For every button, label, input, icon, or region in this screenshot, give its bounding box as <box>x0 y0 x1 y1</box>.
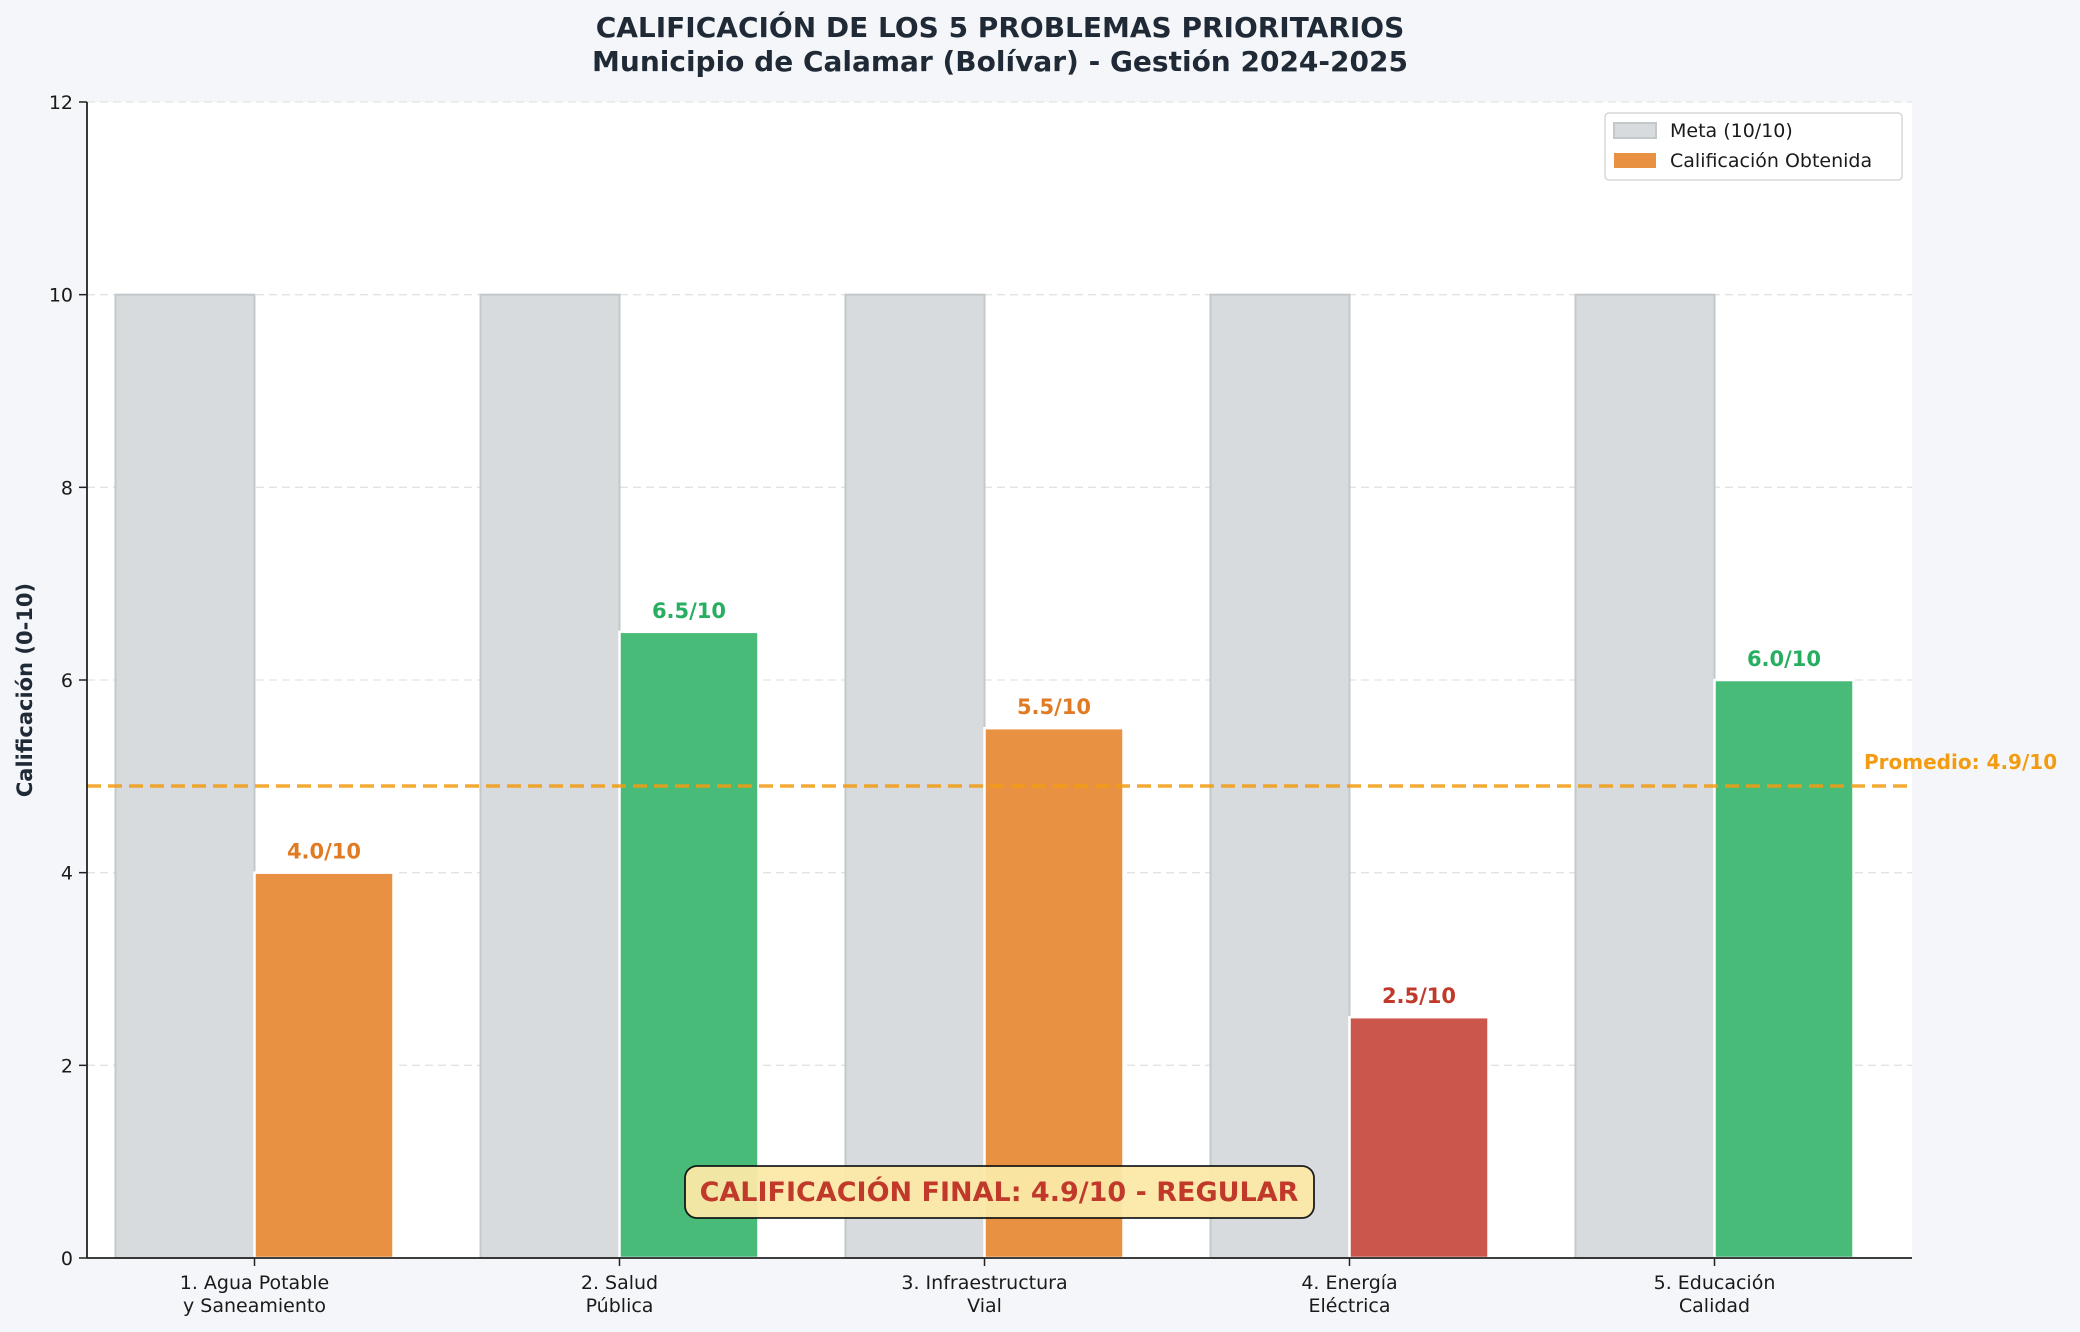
legend-box <box>1604 112 1903 181</box>
y-tick-label: 6 <box>61 670 73 692</box>
y-tick-label: 4 <box>61 863 73 885</box>
y-tick-label: 10 <box>49 285 73 307</box>
chart-title: CALIFICACIÓN DE LOS 5 PROBLEMAS PRIORITA… <box>596 10 1405 44</box>
score-bar <box>253 871 395 1260</box>
axes <box>79 101 1912 1266</box>
chart-subtitle: Municipio de Calamar (Bolívar) - Gestión… <box>592 45 1408 78</box>
x-tick-label: Vial <box>967 1295 1002 1317</box>
meta-bar <box>1209 293 1351 1259</box>
meta-bar <box>114 293 256 1259</box>
y-tick-label: 2 <box>61 1055 73 1077</box>
meta-bar <box>1574 293 1716 1259</box>
value-label: 5.5/10 <box>1017 695 1091 719</box>
final-score-annotation: CALIFICACIÓN FINAL: 4.9/10 - REGULAR <box>684 1165 1315 1219</box>
legend-swatch-meta <box>1613 122 1657 139</box>
y-tick-label: 0 <box>61 1248 73 1270</box>
x-tick-label: Pública <box>586 1295 654 1317</box>
value-label: 2.5/10 <box>1382 984 1456 1008</box>
value-label: 4.0/10 <box>287 840 361 864</box>
meta-bar <box>479 293 621 1259</box>
x-tick-label: 2. Salud <box>581 1272 658 1294</box>
y-tick-labels: 0 2 4 6 8 10 12 <box>49 92 73 1270</box>
x-tick-label: Calidad <box>1679 1295 1750 1317</box>
score-bar <box>1713 678 1855 1260</box>
score-bar <box>1348 1015 1490 1260</box>
x-tick-label: Eléctrica <box>1308 1295 1390 1317</box>
average-label: Promedio: 4.9/10 <box>1864 750 2057 774</box>
x-tick-label: 4. Energía <box>1301 1272 1397 1294</box>
score-bar <box>618 630 760 1260</box>
y-tick-label: 8 <box>61 477 73 499</box>
x-tick-label: y Saneamiento <box>183 1295 326 1317</box>
value-label: 6.0/10 <box>1747 647 1821 671</box>
value-label: 6.5/10 <box>652 599 726 623</box>
final-score-text: CALIFICACIÓN FINAL: 4.9/10 - REGULAR <box>700 1176 1299 1208</box>
x-tick-label: 5. Educación <box>1654 1272 1776 1294</box>
legend-swatch-score <box>1614 153 1656 168</box>
x-tick-label: 3. Infraestructura <box>901 1272 1067 1294</box>
legend-label-score: Calificación Obtenida <box>1670 150 1872 172</box>
meta-bars <box>114 293 1716 1259</box>
final-score-box <box>684 1165 1315 1219</box>
average-line-group: Promedio: 4.9/10 <box>87 750 2057 788</box>
y-tick-label: 12 <box>49 92 73 114</box>
legend: Meta (10/10) Calificación Obtenida <box>1604 112 1903 181</box>
meta-bar <box>844 293 986 1259</box>
x-tick-label: 1. Agua Potable <box>180 1272 329 1294</box>
legend-label-meta: Meta (10/10) <box>1670 120 1793 142</box>
y-axis-label: Calificación (0-10) <box>13 583 37 797</box>
value-labels: 4.0/10 6.5/10 5.5/10 2.5/10 6.0/10 <box>287 599 1821 1008</box>
